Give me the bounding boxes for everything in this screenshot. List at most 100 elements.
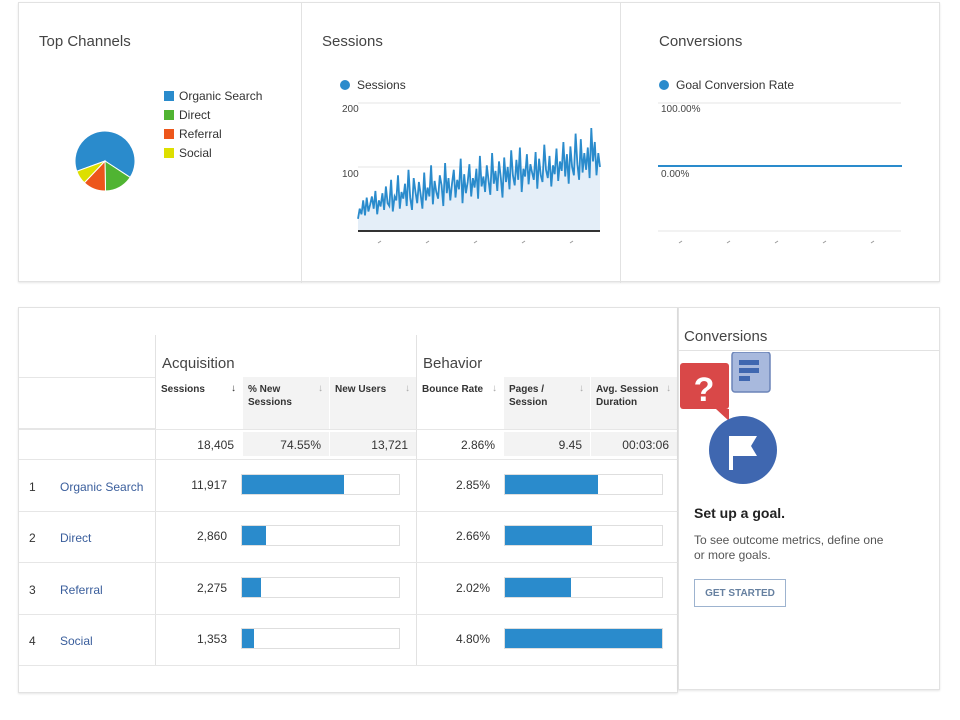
sessions-panel: Sessions Sessions 200 100	[301, 3, 620, 283]
row-bounce-rate-bar-fill	[505, 526, 592, 546]
conversions-panel-title: Conversions	[659, 33, 743, 50]
sessions-y-tick-top: 200	[342, 104, 359, 115]
bounce-rate-header-label: Bounce Rate	[422, 384, 484, 395]
conversions-card-title: Conversions	[684, 328, 768, 345]
sessions-x-tick	[521, 240, 526, 244]
legend-item[interactable]: Referral	[164, 127, 222, 141]
behavior-group-label: Behavior	[423, 355, 483, 372]
row-bounce-rate-bar	[504, 576, 663, 598]
sessions-x-tick	[569, 240, 574, 244]
legend-label: Social	[179, 146, 212, 160]
conversions-card: Conversions ? Set up a goal. To see outc…	[678, 307, 940, 690]
row-channel-link[interactable]: Social	[60, 634, 93, 649]
top-channels-panel: Top Channels Organic Search Direct Referra…	[19, 3, 301, 283]
sort-arrow-icon[interactable]: ↓	[492, 383, 497, 394]
row-sessions-bar	[241, 576, 400, 598]
row-sessions-bar	[241, 628, 400, 650]
row-bounce-rate: 2.85%	[455, 477, 490, 492]
row-rank: 3	[29, 582, 36, 597]
conversion-x-tick	[726, 240, 731, 244]
total-bounce-rate: 2.86%	[460, 438, 495, 452]
row-channel-link[interactable]: Direct	[60, 531, 92, 546]
avg-session-duration-header-label: Avg. Session Duration	[596, 384, 659, 408]
row-sessions-bar	[241, 525, 400, 547]
conversion-y-tick-top: 100.00%	[661, 104, 701, 115]
legend-item[interactable]: Social	[164, 146, 212, 160]
row-sessions-bar	[241, 473, 400, 495]
avg-session-duration-column-header[interactable]: Avg. Session Duration ↓	[591, 377, 677, 429]
total-avg-session-duration: 00:03:06	[591, 432, 677, 456]
legend-swatch	[164, 110, 174, 120]
legend-swatch	[164, 129, 174, 139]
conversion-x-tick	[870, 240, 875, 244]
get-started-button[interactable]: GET STARTED	[694, 579, 786, 607]
conversion-y-tick-bottom: 0.00%	[661, 169, 690, 180]
sessions-legend-dot	[340, 80, 350, 90]
row-channel-link[interactable]: Organic Search	[60, 479, 144, 494]
acquisition-divider	[155, 335, 156, 665]
row-sessions: 2,860	[196, 529, 227, 544]
legend-item[interactable]: Organic Search	[164, 89, 262, 103]
pct-new-sessions-header-label: % New Sessions	[248, 384, 292, 408]
goal-illustration-icon: ?	[680, 352, 777, 484]
new-users-column-header[interactable]: New Users ↓	[330, 377, 416, 429]
total-new-users: 13,721	[330, 432, 416, 456]
sessions-legend-label: Sessions	[357, 78, 406, 92]
row-bounce-rate-bar-fill	[505, 474, 599, 494]
overview-card: Top Channels Organic Search Direct Referra…	[18, 2, 940, 283]
pages-per-session-header-label: Pages / Session	[509, 384, 548, 408]
sessions-header-label: Sessions	[161, 384, 205, 395]
sort-arrow-icon[interactable]: ↓	[579, 383, 584, 394]
behavior-divider	[416, 335, 417, 665]
row-bounce-rate-bar	[504, 525, 663, 547]
conversion-rate-chart	[658, 102, 902, 244]
conversions-panel: Conversions Goal Conversion Rate 100.00%…	[620, 3, 940, 283]
legend-label: Direct	[179, 108, 211, 122]
sessions-line	[357, 127, 601, 219]
row-sessions-bar-fill	[242, 474, 344, 494]
acquisition-group-label: Acquisition	[162, 355, 235, 372]
sessions-panel-title: Sessions	[322, 33, 383, 50]
row-rank: 1	[29, 479, 36, 494]
conversion-x-tick	[774, 240, 779, 244]
row-sessions-bar-fill	[242, 526, 267, 546]
total-pages-per-session: 9.45	[504, 432, 590, 456]
pie-slice-social[interactable]	[76, 160, 106, 184]
legend-swatch	[164, 91, 174, 101]
pie-slice-organic-search[interactable]	[74, 130, 136, 179]
row-sessions: 1,353	[196, 632, 227, 647]
row-sessions-bar-fill	[242, 629, 254, 649]
row-channel-link[interactable]: Referral	[60, 582, 103, 597]
row-bounce-rate: 2.66%	[455, 529, 490, 544]
table-row: 3 Referral 2,275 2.02%	[19, 563, 678, 615]
row-bounce-rate-bar	[504, 628, 663, 650]
pct-new-sessions-column-header[interactable]: % New Sessions ↓	[243, 377, 329, 429]
sort-arrow-icon[interactable]: ↓	[405, 383, 410, 394]
sessions-column-header[interactable]: Sessions ↓	[156, 377, 242, 429]
legend-item[interactable]: Direct	[164, 108, 210, 122]
legend-swatch	[164, 148, 174, 158]
table-corner-header	[19, 377, 155, 429]
sessions-x-tick	[377, 240, 382, 244]
row-rank: 4	[29, 634, 36, 649]
top-channels-pie-chart	[74, 130, 136, 192]
conversion-rate-legend-label: Goal Conversion Rate	[676, 78, 795, 92]
pages-per-session-column-header[interactable]: Pages / Session ↓	[504, 377, 590, 429]
conversion-x-tick	[822, 240, 827, 244]
row-bounce-rate-bar-fill	[505, 577, 572, 597]
sessions-chart	[357, 102, 601, 244]
conversion-x-tick	[678, 240, 683, 244]
goal-title: Set up a goal.	[694, 505, 786, 521]
sessions-x-tick	[425, 240, 430, 244]
sessions-x-tick	[473, 240, 478, 244]
goal-description: To see outcome metrics, define one or mo…	[694, 533, 884, 562]
totals-top-divider	[19, 429, 678, 430]
sort-arrow-icon[interactable]: ↓	[666, 383, 671, 394]
bounce-rate-column-header[interactable]: Bounce Rate ↓	[417, 377, 503, 429]
sort-descending-icon[interactable]: ↓	[231, 383, 236, 394]
total-pct-new-sessions: 74.55%	[243, 432, 329, 456]
sessions-legend: Sessions	[340, 78, 406, 92]
svg-text:?: ?	[694, 371, 715, 409]
total-sessions: 18,405	[197, 438, 234, 452]
sort-arrow-icon[interactable]: ↓	[318, 383, 323, 394]
